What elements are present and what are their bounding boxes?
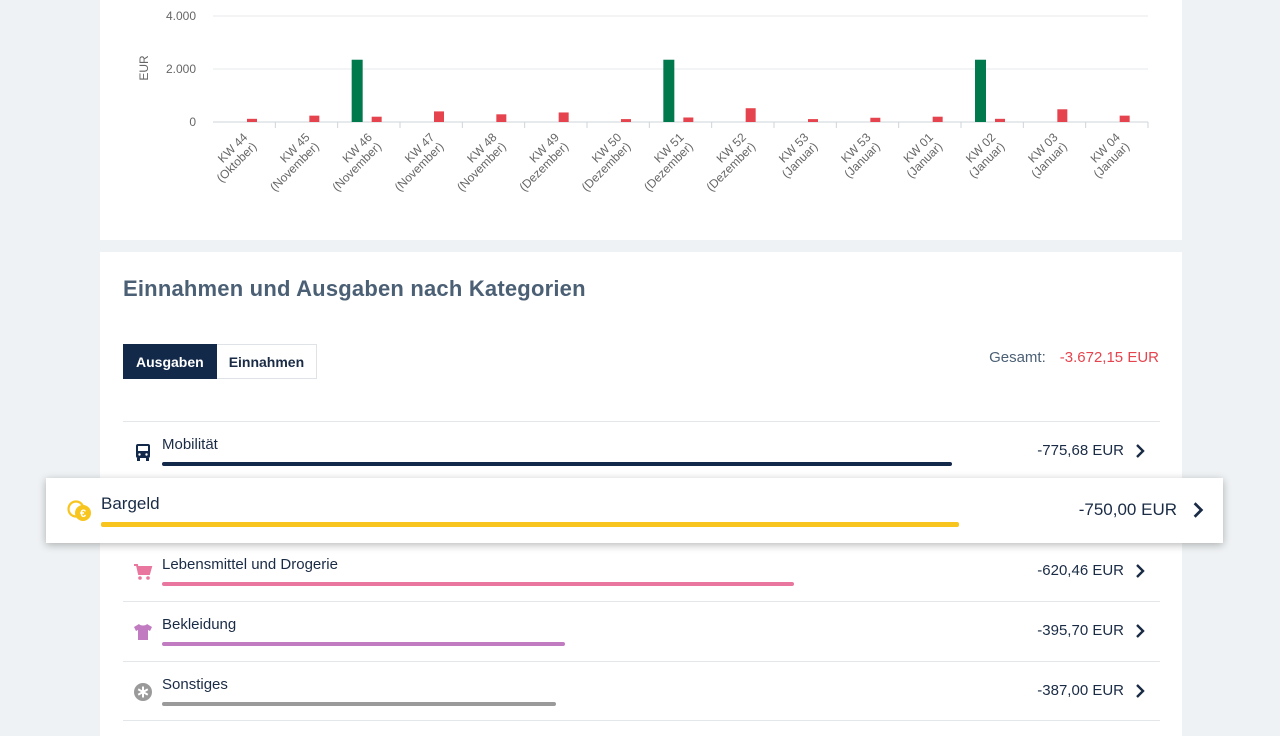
category-amount: -775,68 EUR <box>1037 442 1124 459</box>
category-label: Mobilität <box>162 436 218 453</box>
expense-bar <box>434 111 444 122</box>
category-row-bekleidung[interactable]: Bekleidung -395,70 EUR <box>123 601 1160 661</box>
expense-bar <box>1057 109 1068 122</box>
x-tick-label: KW 47(November) <box>383 130 447 194</box>
expense-bar <box>870 117 881 122</box>
category-amount: -750,00 EUR <box>1078 500 1177 519</box>
expense-bar <box>309 115 320 122</box>
expense-bar <box>247 118 257 122</box>
income-bar <box>351 59 363 122</box>
category-bar <box>162 642 565 646</box>
tab-ausgaben[interactable]: Ausgaben <box>123 344 217 379</box>
category-amount: -387,00 EUR <box>1037 682 1124 699</box>
y-axis-label: EUR <box>137 55 151 81</box>
y-tick-label: 0 <box>189 115 196 129</box>
chevron-right-icon <box>1136 624 1145 638</box>
x-tick-label: KW 48(November) <box>445 130 509 194</box>
category-label: Bekleidung <box>162 616 237 633</box>
x-tick-label: KW 51(Dezember) <box>632 130 696 194</box>
expense-bar <box>371 116 382 122</box>
category-row-bargeld[interactable]: € Bargeld -750,00 EUR <box>46 478 1223 543</box>
weekly-chart-card: EUR 0 2.000 4.000 KW 44(Oktober) KW 45(Novem… <box>100 0 1182 240</box>
shirt-icon <box>134 624 152 640</box>
category-label: Bargeld <box>101 494 160 513</box>
expense-bar <box>745 108 756 122</box>
cart-icon <box>134 564 153 580</box>
category-amount: -395,70 EUR <box>1037 622 1124 639</box>
chevron-right-icon <box>1136 444 1145 458</box>
x-tick-label: KW 49(Dezember) <box>507 130 571 194</box>
chevron-right-icon <box>1193 502 1204 518</box>
total-label: Gesamt: <box>989 349 1046 366</box>
expense-bar <box>995 118 1005 122</box>
x-tick-label: KW 03(Januar) <box>1019 130 1070 181</box>
category-bar <box>162 462 952 466</box>
y-tick-label: 2.000 <box>166 62 196 76</box>
x-tick-label: KW 53(Januar) <box>832 130 883 181</box>
x-tick-label: KW 44(Oktober) <box>205 130 260 185</box>
income-bar <box>975 59 986 122</box>
x-tick-label: KW 04(Januar) <box>1081 130 1132 181</box>
bus-icon <box>136 444 150 461</box>
x-tick-label: KW 45(November) <box>258 130 322 194</box>
tab-einnahmen[interactable]: Einnahmen <box>216 344 318 379</box>
y-tick-label: 4.000 <box>166 9 196 23</box>
expense-bar <box>558 112 569 122</box>
total-value: -3.672,15 EUR <box>1059 349 1159 366</box>
svg-text:€: € <box>80 508 86 520</box>
expense-bar <box>496 114 507 122</box>
expense-bar <box>621 119 631 122</box>
type-toggle: Ausgaben Einnahmen <box>123 344 318 379</box>
chevron-right-icon <box>1136 564 1145 578</box>
section-title: Einnahmen und Ausgaben nach Kategorien <box>123 276 586 301</box>
category-bar <box>162 702 556 706</box>
weekly-bar-chart: EUR 0 2.000 4.000 KW 44(Oktober) KW 45(Novem… <box>137 9 1149 194</box>
income-bar <box>663 59 675 122</box>
expense-bar <box>808 119 818 122</box>
category-bar <box>162 582 794 586</box>
category-label: Lebensmittel und Drogerie <box>162 556 338 573</box>
category-label: Sonstiges <box>162 676 228 693</box>
category-row-sonstiges[interactable]: Sonstiges -387,00 EUR <box>123 661 1160 721</box>
expense-bar <box>932 116 943 122</box>
expense-bar <box>683 117 694 122</box>
expense-bar <box>1119 115 1130 122</box>
x-tick-label: KW 01(Januar) <box>894 130 945 181</box>
category-bar <box>101 522 959 527</box>
x-tick-label: KW 46(November) <box>320 130 384 194</box>
chevron-right-icon <box>1136 684 1145 698</box>
category-row-mobilitaet[interactable]: Mobilität -775,68 EUR <box>123 421 1160 481</box>
category-row-lebensmittel[interactable]: Lebensmittel und Drogerie -620,46 EUR <box>123 541 1160 601</box>
x-tick-label: KW 53(Januar) <box>770 130 821 181</box>
category-amount: -620,46 EUR <box>1037 562 1124 579</box>
asterisk-icon <box>134 683 152 701</box>
x-tick-label: KW 02(Januar) <box>957 130 1008 181</box>
total-summary: Gesamt: -3.672,15 EUR <box>989 349 1159 366</box>
x-tick-label: KW 50(Dezember) <box>570 130 634 194</box>
x-tick-label: KW 52(Dezember) <box>694 130 758 194</box>
coins-icon: € <box>67 500 91 521</box>
